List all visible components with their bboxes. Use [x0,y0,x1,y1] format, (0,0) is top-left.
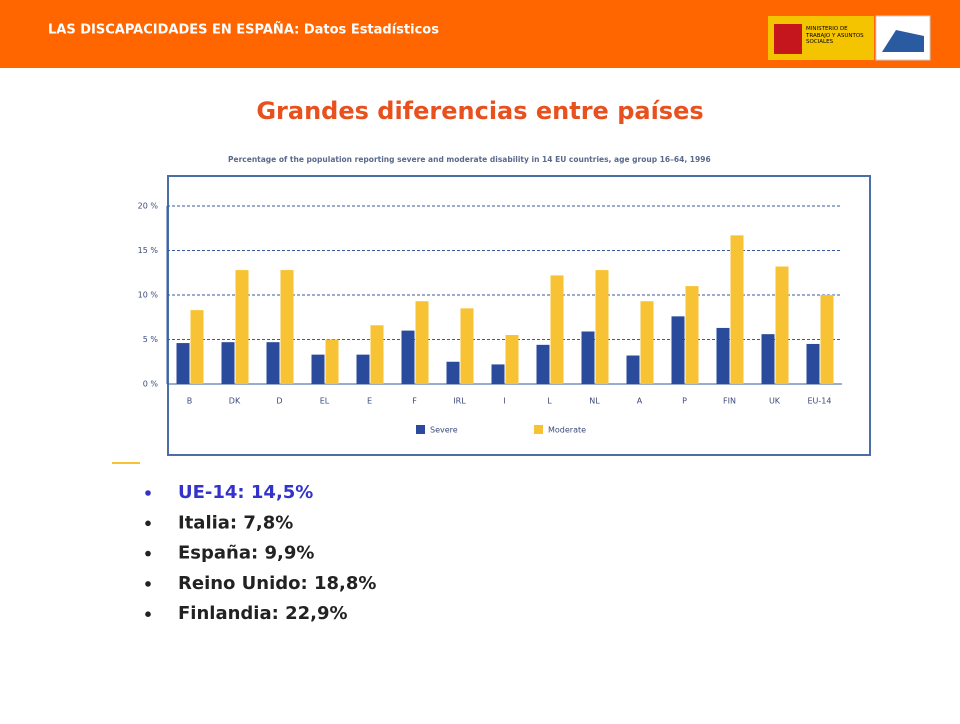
bar [311,354,325,384]
x-tick-label: EU-14 [808,397,832,406]
bar [460,308,474,384]
bar [266,342,280,384]
bar [595,270,609,384]
bar [401,330,415,384]
bullet-text: Finlandia: 22,9% [178,603,348,624]
bar [356,354,370,384]
bar [505,335,519,384]
x-tick-label: UK [769,397,781,406]
bar [235,270,249,384]
chart-title: Percentage of the population reporting s… [228,155,711,164]
bar [536,344,550,384]
x-tick-label: P [682,397,687,406]
header-title: LAS DISCAPACIDADES EN ESPAÑA: Datos Esta… [48,22,439,38]
legend-swatch [534,425,543,434]
bullet-text: Italia: 7,8% [178,512,293,533]
bar [716,327,730,384]
x-tick-label: EL [320,397,330,406]
bar [761,334,775,384]
bullet-dot [145,550,151,557]
y-tick-label: 0 % [143,380,159,389]
bullet-text: España: 9,9% [178,543,314,564]
bar [671,316,685,384]
x-tick-label: I [503,397,505,406]
bar [626,355,640,384]
legend-label: Moderate [548,426,586,435]
x-tick-label: IRL [453,397,466,406]
bar [491,364,505,384]
bullet-list: UE-14: 14,5% Italia: 7,8% España: 9,9% Rein… [145,482,376,624]
bar [550,275,564,384]
bullet-dot [145,520,151,527]
logo-emblem [774,24,802,54]
plot: 0 % 5 % 10 % 15 % 20 % B DK D EL E F IRL I L NL A P FIN UK… [138,202,842,435]
bar [640,301,654,384]
logo-building [882,30,924,52]
bar [685,286,699,384]
x-tick-label: F [412,397,417,406]
x-tick-label: B [187,397,193,406]
bullet-dot [145,611,151,617]
bullet-text: UE-14: 14,5% [178,482,313,503]
y-tick-label: 10 % [138,291,159,300]
bar [730,235,744,384]
bullet-dot [145,490,151,496]
logo-text-box: MINISTERIO DE TRABAJO Y ASUNTOS SOCIALES [806,26,864,45]
bar [820,295,834,384]
bar [775,266,789,384]
y-tick-label: 5 % [143,335,159,344]
y-tick-label: 15 % [138,246,159,255]
bar [221,342,235,384]
bullet-dot [145,581,151,587]
logo-text: MINISTERIO DE TRABAJO Y ASUNTOS SOCIALES [806,26,864,45]
x-tick-label: A [637,397,643,406]
x-tick-label: D [276,397,282,406]
chart-frame [167,175,871,456]
bar [370,325,384,384]
bar [446,361,460,384]
x-tick-label: L [547,397,552,406]
bar [176,343,190,384]
bar [581,331,595,384]
legend-label: Severe [430,426,458,435]
legend-swatch [416,425,425,434]
slide-title: Grandes diferencias entre países [256,97,703,125]
bar [415,301,429,384]
bullet-text: Reino Unido: 18,8% [178,573,376,594]
bar [190,310,204,384]
x-tick-label: E [367,397,372,406]
bar [280,270,294,384]
bar [325,339,339,384]
bar [806,343,820,384]
x-tick-label: NL [589,397,600,406]
y-tick-label: 20 % [138,202,159,211]
x-tick-label: DK [229,397,241,406]
x-tick-label: FIN [723,397,736,406]
